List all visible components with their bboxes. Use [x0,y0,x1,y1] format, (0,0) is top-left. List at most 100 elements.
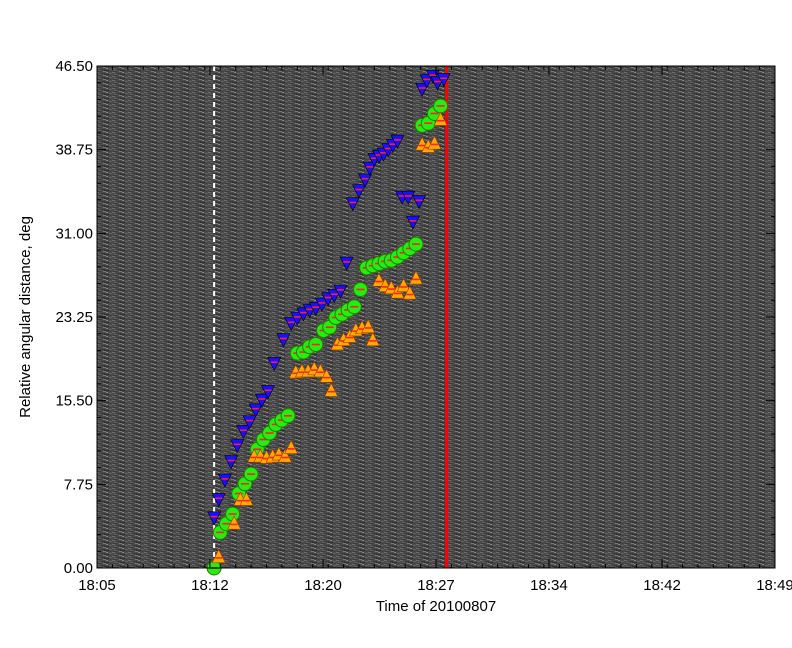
triangle-up-marker-dash [327,390,335,393]
circle-marker-dash [338,313,347,316]
triangle-down-marker-dash [312,306,320,309]
triangle-up-marker-dash [242,499,250,502]
circle-marker-dash [350,305,359,308]
triangle-down-marker [412,195,427,210]
circle-marker-dash [277,419,286,421]
triangle-up-marker-dash [393,292,401,295]
triangle-up-marker [361,319,376,333]
triangle-down-marker-dash [299,311,307,314]
circle-marker-dash [399,251,408,254]
triangle-down-marker-dash [246,419,254,422]
triangle-down-marker [211,493,226,508]
triangle-down-marker-dash [349,201,357,204]
triangle-down-marker-dash [409,220,417,222]
triangle-down-marker-dash [366,166,374,168]
triangle-up-marker-dash [230,523,238,526]
triangle-up-marker [365,331,380,346]
triangle-up-marker [227,515,242,530]
x-tick-label: 18:34 [530,577,568,594]
triangle-up-marker [402,285,417,300]
triangle-down-marker [351,184,366,199]
triangle-down-marker [390,134,405,149]
x-axis: 18:05 18:12 18:20 18:27 18:34 18:42 18:49 [78,66,792,594]
y-tick-label: 15.50 [55,393,93,410]
circle-marker-dash [271,423,280,426]
triangle-down-marker [415,82,430,97]
circle-marker-dash [393,256,402,258]
y-tick-label: 7.75 [64,476,93,493]
triangle-up-marker [278,448,292,463]
circle-marker-dash [259,438,268,441]
circle-marker-dash [430,112,439,115]
y-axis-label: Relative angular distance, deg [17,216,34,418]
triangle-up-marker [433,111,448,126]
triangle-down-marker-dash [279,337,287,340]
triangle-down-marker-dash [389,143,397,145]
triangle-up-marker [284,439,299,454]
triangle-up-marker [372,272,386,287]
circle-marker-dash [216,531,225,534]
triangle-up-marker [239,491,254,506]
triangle-down-marker [345,197,360,212]
triangle-down-marker-dash [233,443,241,446]
triangle-down-marker [358,173,373,188]
triangle-down-marker [362,161,377,176]
y-axis: 0.00 7.75 15.50 23.25 31.00 38.75 46.50 [55,58,775,577]
x-tick-label: 18:42 [643,577,681,594]
triangle-up-marker-dash [298,371,306,374]
triangle-down-marker-dash [418,87,426,89]
triangle-down-marker-dash [258,398,266,400]
triangle-down-marker [267,357,282,372]
x-tick-label: 18:05 [78,577,116,594]
triangle-down-marker-dash [215,497,223,500]
circle-marker-dash [424,122,433,125]
circle-marker-dash [405,247,414,250]
triangle-up-marker-dash [215,557,223,559]
triangle-up-marker-dash [316,371,324,374]
triangle-up-marker-dash [369,340,377,342]
triangle-down-marker-dash [434,80,442,83]
circle-marker-dash [411,243,420,245]
circle-marker-dash [234,492,243,495]
triangle-up-marker [211,548,226,563]
triangle-down-marker [276,333,291,348]
triangle-down-marker-dash [393,139,401,141]
circle-marker-dash [222,522,231,525]
triangle-down-marker [254,393,269,408]
triangle-up-marker-dash [406,293,414,296]
triangle-down-marker-dash [318,302,326,304]
triangle-down-marker-dash [210,515,218,518]
triangle-down-marker [224,455,239,470]
triangle-down-marker-dash [227,459,235,462]
triangle-up-marker-dash [418,144,426,147]
triangle-up-marker-dash [340,340,348,342]
triangle-down-marker [217,473,232,488]
x-tick-label: 18:49 [756,577,792,594]
circle-marker-dash [299,351,308,353]
triangle-down-marker [339,256,354,271]
triangle-up-marker-dash [304,371,312,374]
triangle-down-marker-dash [330,293,338,296]
triangle-down-marker [314,297,329,312]
triangle-down-marker-dash [361,177,369,180]
triangle-down-marker-dash [370,157,378,160]
triangle-up-marker-dash [387,288,395,290]
circle-marker-dash [240,482,249,485]
triangle-down-marker [436,73,451,88]
triangle-down-marker-dash [380,152,388,154]
triangle-up-marker-dash [375,280,383,283]
circle-marker-dash [356,288,365,291]
triangle-down-marker-dash [293,316,301,318]
x-tick-label: 18:12 [191,577,229,594]
triangle-down-marker [248,403,263,418]
y-tick-label: 23.25 [55,309,93,326]
y-tick-label: 0.00 [64,560,93,577]
circle-marker-dash [265,432,274,434]
triangle-down-marker-dash [239,429,247,432]
triangle-down-marker-dash [343,261,351,263]
triangle-up-marker-dash [381,286,389,288]
triangle-down-marker-dash [270,361,278,364]
triangle-down-marker [207,511,222,526]
triangle-up-marker-dash [352,330,360,333]
